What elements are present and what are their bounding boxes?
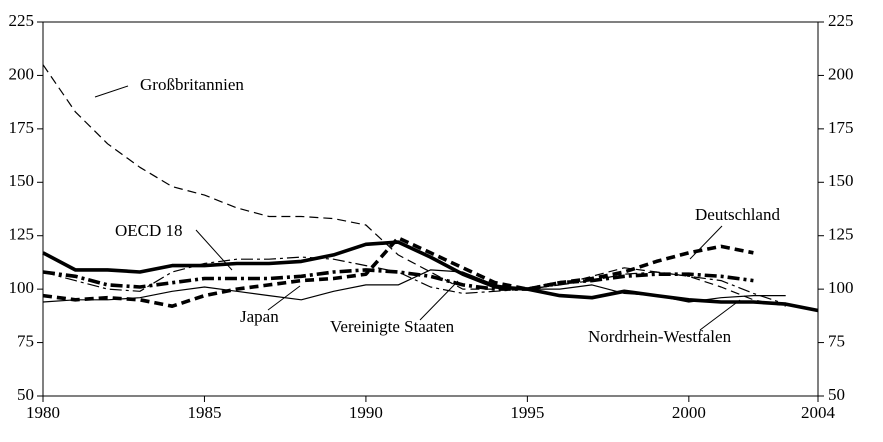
series-label: OECD 18 — [115, 221, 183, 240]
x-tick-label: 1995 — [510, 403, 544, 422]
series-label: Japan — [240, 307, 279, 326]
y-tick-label: 75 — [17, 331, 34, 350]
y-tick-label: 200 — [9, 64, 35, 83]
series-label: Deutschland — [695, 205, 780, 224]
y-tick-label: 150 — [9, 171, 35, 190]
y2-tick-label: 225 — [828, 11, 854, 30]
y-tick-label: 175 — [9, 118, 35, 137]
x-tick-label: 2000 — [672, 403, 706, 422]
y-tick-label: 50 — [17, 385, 34, 404]
series-line — [42, 240, 819, 313]
x-tick-label: 1985 — [187, 403, 221, 422]
x-tick-label: 1990 — [349, 403, 383, 422]
y2-tick-label: 100 — [828, 278, 854, 297]
y2-tick-label: 50 — [828, 385, 845, 404]
series-label: Großbritannien — [140, 75, 244, 94]
series-line — [42, 64, 786, 307]
y-tick-label: 225 — [9, 11, 35, 30]
series-label: Nordrhein-Westfalen — [588, 327, 732, 346]
y2-tick-label: 200 — [828, 64, 854, 83]
y2-tick-label: 175 — [828, 118, 854, 137]
y-tick-label: 125 — [9, 225, 35, 244]
leader-line — [94, 85, 129, 98]
series-label: Vereinigte Staaten — [330, 317, 455, 336]
y2-tick-label: 125 — [828, 225, 854, 244]
y2-tick-label: 75 — [828, 331, 845, 350]
x-tick-label: 2004 — [801, 403, 836, 422]
leader-line — [267, 285, 301, 311]
leader-line — [419, 280, 459, 321]
y-tick-label: 100 — [9, 278, 35, 297]
leader-line — [699, 299, 741, 331]
plot-frame — [42, 21, 819, 397]
x-tick-label: 1980 — [26, 403, 60, 422]
series-line — [42, 268, 754, 291]
leader-line — [689, 225, 723, 260]
series-line — [42, 236, 754, 309]
y2-tick-label: 150 — [828, 171, 854, 190]
